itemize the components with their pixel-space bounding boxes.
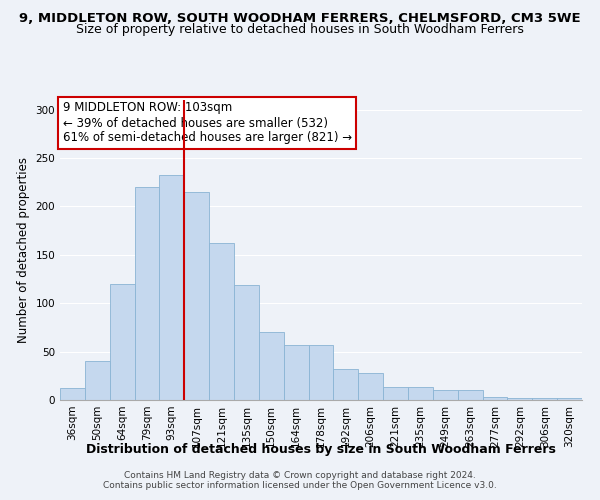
Bar (209, 243, 234, 400)
Bar (110, 284, 134, 400)
Bar (308, 345, 334, 400)
Text: Contains HM Land Registry data © Crown copyright and database right 2024.
Contai: Contains HM Land Registry data © Crown c… (103, 470, 497, 490)
Bar (482, 397, 508, 400)
Y-axis label: Number of detached properties: Number of detached properties (17, 157, 30, 343)
Bar (334, 369, 358, 400)
Bar (134, 187, 160, 400)
Bar (184, 192, 209, 400)
Bar (383, 388, 408, 400)
Bar (234, 285, 259, 400)
Bar (433, 390, 458, 400)
Bar (160, 176, 184, 400)
Bar (408, 388, 433, 400)
Bar (458, 390, 482, 400)
Bar (557, 398, 582, 400)
Bar (358, 373, 383, 400)
Text: 9, MIDDLETON ROW, SOUTH WOODHAM FERRERS, CHELMSFORD, CM3 5WE: 9, MIDDLETON ROW, SOUTH WOODHAM FERRERS,… (19, 12, 581, 26)
Text: Size of property relative to detached houses in South Woodham Ferrers: Size of property relative to detached ho… (76, 22, 524, 36)
Bar (259, 332, 284, 400)
Text: 9 MIDDLETON ROW: 103sqm
← 39% of detached houses are smaller (532)
61% of semi-d: 9 MIDDLETON ROW: 103sqm ← 39% of detache… (62, 102, 352, 144)
Bar (60, 388, 85, 400)
Bar (532, 398, 557, 400)
Bar (85, 362, 110, 400)
Bar (508, 398, 532, 400)
Text: Distribution of detached houses by size in South Woodham Ferrers: Distribution of detached houses by size … (86, 442, 556, 456)
Bar (284, 345, 308, 400)
